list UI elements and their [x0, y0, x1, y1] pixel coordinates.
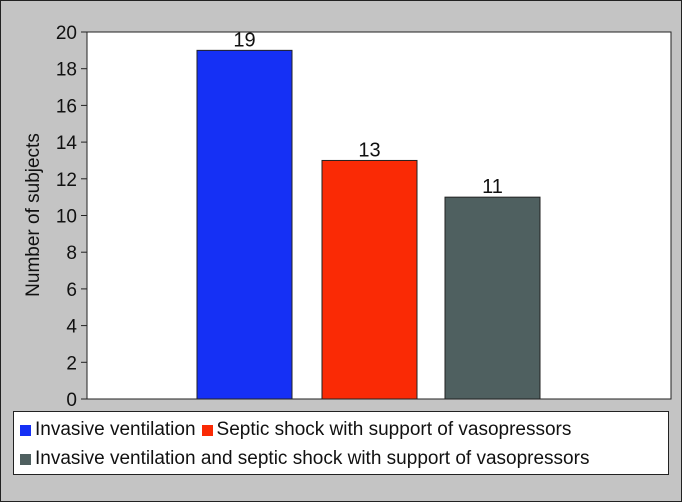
- y-axis-label: Number of subjects: [23, 133, 44, 297]
- legend-item-combined: Invasive ventilation and septic shock wi…: [20, 448, 589, 470]
- y-tick-label: 10: [56, 207, 77, 228]
- y-tick-label: 20: [56, 23, 77, 44]
- y-tick-label: 4: [66, 317, 77, 338]
- legend-item-septic-shock: Septic shock with support of vasopressor…: [201, 419, 572, 441]
- legend-swatch: [201, 424, 213, 436]
- bar-data-label: 13: [358, 139, 380, 161]
- y-tick-label: 6: [66, 280, 77, 301]
- y-tick-label: 16: [56, 96, 77, 117]
- bar-data-label: 11: [482, 176, 503, 198]
- legend-swatch: [20, 424, 31, 436]
- legend-label: Invasive ventilation and septic shock wi…: [35, 448, 590, 469]
- bar: [444, 196, 541, 400]
- legend-row-1: Invasive ventilation Septic shock with s…: [20, 419, 577, 441]
- y-tick-label: 0: [66, 390, 77, 411]
- y-tick-label: 12: [56, 170, 77, 191]
- bar: [196, 49, 293, 400]
- legend-label: Septic shock with support of vasopressor…: [216, 419, 572, 440]
- bar: [321, 159, 418, 400]
- bar-data-label: 19: [233, 29, 255, 51]
- y-tick-label: 18: [56, 60, 77, 81]
- legend-item-invasive-ventilation: Invasive ventilation: [20, 419, 196, 441]
- y-tick-label: 14: [56, 133, 78, 154]
- legend: Invasive ventilation Septic shock with s…: [13, 411, 669, 475]
- legend-row-2: Invasive ventilation and septic shock wi…: [20, 448, 595, 470]
- y-tick-label: 2: [66, 353, 77, 374]
- legend-swatch: [20, 453, 31, 465]
- y-tick-label: 8: [66, 243, 77, 264]
- legend-label: Invasive ventilation: [35, 419, 196, 440]
